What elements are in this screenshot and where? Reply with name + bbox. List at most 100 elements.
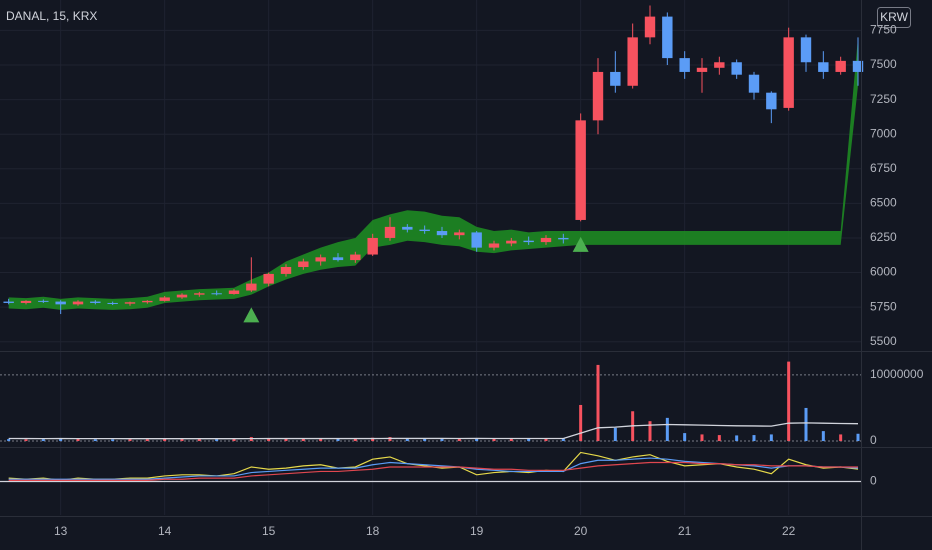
x-tick-label: 20	[574, 524, 588, 538]
candle-body	[558, 237, 569, 240]
candle-body	[263, 273, 274, 284]
y-tick-label: 7500	[870, 57, 897, 71]
candle-body	[280, 266, 292, 274]
candle-body	[20, 300, 32, 303]
candle-body	[766, 92, 777, 110]
candle-body	[332, 257, 344, 261]
volume-bar	[700, 434, 704, 442]
volume-bar	[128, 439, 132, 442]
currency-label[interactable]: KRW	[880, 10, 908, 24]
candle-body	[679, 58, 690, 72]
candle-body	[315, 257, 326, 262]
candle-body	[246, 283, 257, 291]
volume-bar	[440, 438, 444, 442]
candle-body	[644, 16, 656, 38]
candle-body	[107, 302, 118, 304]
candle-body	[852, 60, 864, 72]
volume-bar	[787, 361, 791, 442]
candle-body	[142, 300, 153, 303]
candle-body	[575, 120, 586, 220]
volume-bar	[561, 438, 565, 442]
volume-bar	[76, 439, 80, 442]
volume-bar	[821, 431, 825, 442]
candle-body	[627, 37, 638, 86]
candle-body	[367, 237, 378, 255]
y-tick-label: 7750	[870, 23, 897, 37]
volume-bar	[215, 439, 219, 442]
volume-bar	[769, 434, 773, 442]
volume-bar	[197, 439, 201, 442]
candle-body	[298, 261, 309, 267]
candle-body	[488, 243, 500, 248]
candle-body	[436, 231, 448, 236]
candle-body	[350, 254, 361, 261]
candle-body	[610, 71, 621, 86]
volume-bar	[7, 439, 11, 442]
volume-bar	[735, 435, 739, 442]
volume-bar	[717, 435, 721, 442]
indicator-line	[8, 461, 858, 481]
x-tick-label: 19	[470, 524, 484, 538]
x-tick-label: 15	[262, 524, 276, 538]
y-tick-label: 5750	[870, 299, 897, 313]
volume-bar	[613, 427, 617, 442]
candle-body	[176, 294, 188, 298]
signal-marker	[572, 236, 589, 252]
y-tick-label: 6500	[870, 196, 897, 210]
volume-bar	[492, 438, 496, 442]
volume-bar	[457, 438, 461, 442]
volume-bar	[527, 438, 531, 442]
currency-badge[interactable]	[877, 7, 911, 28]
volume-bar	[423, 438, 427, 442]
volume-bar	[180, 439, 184, 442]
y-tick-label: 10000000	[870, 367, 924, 381]
volume-bar	[371, 437, 375, 442]
volume-bar	[509, 438, 513, 442]
candle-body	[748, 74, 760, 93]
band-area	[8, 37, 858, 310]
candle-body	[159, 297, 170, 301]
candle-body	[384, 226, 396, 238]
volume-bar	[839, 434, 843, 442]
y-tick-label: 6000	[870, 265, 897, 279]
candle-body	[72, 301, 84, 305]
candle-body	[800, 37, 812, 63]
candle-body	[835, 60, 846, 72]
candle-body	[592, 71, 604, 121]
candle-body	[402, 226, 413, 230]
candle-body	[3, 301, 14, 303]
candle-body	[731, 62, 742, 75]
candle-body	[523, 240, 534, 243]
volume-bar	[665, 417, 669, 442]
x-tick-label: 13	[54, 524, 68, 538]
volume-bar	[41, 439, 45, 442]
volume-bar	[752, 435, 756, 442]
candle-body	[818, 62, 829, 72]
volume-bar	[856, 433, 860, 442]
plot-layer: 13 14 15 18 19 20 21 22	[0, 0, 864, 538]
signal-marker	[243, 307, 260, 323]
volume-bar	[319, 438, 323, 442]
volume-bar	[405, 438, 409, 442]
volume-bar	[648, 421, 652, 442]
candle-body	[471, 232, 482, 248]
candle-body	[419, 229, 430, 232]
y-tick-label: 6750	[870, 161, 897, 175]
candle-body	[662, 16, 673, 59]
y-tick-label: 5500	[870, 334, 897, 348]
volume-bar	[544, 438, 548, 442]
candle-body	[38, 300, 49, 302]
volume-bar	[683, 433, 687, 442]
y-tick-label: 6250	[870, 230, 897, 244]
y-tick-label: 7000	[870, 126, 897, 140]
candle-body	[228, 290, 240, 294]
candle-body	[194, 293, 205, 295]
x-tick-label: 18	[366, 524, 380, 538]
volume-bar	[145, 439, 149, 442]
volume-bar	[232, 439, 236, 442]
volume-bar	[475, 438, 479, 442]
candle-body	[783, 37, 794, 108]
y-tick-label: 7250	[870, 92, 897, 106]
